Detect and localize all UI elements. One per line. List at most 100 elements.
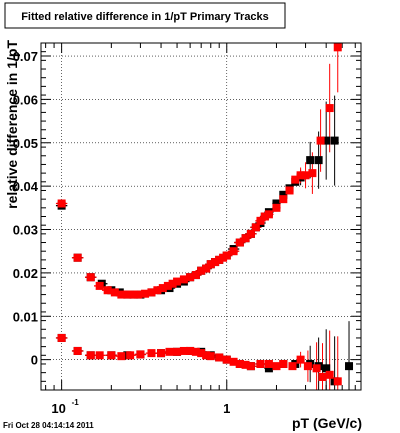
data-point-red: [246, 362, 255, 371]
data-point-black: [306, 156, 315, 165]
data-point-red: [117, 352, 126, 361]
error-bars: [55, 43, 353, 390]
data-point-red: [272, 203, 281, 212]
y-tick-label: 0: [31, 353, 38, 368]
data-point-black: [279, 190, 288, 199]
data-point-black: [272, 199, 281, 208]
data-point-red: [296, 355, 305, 364]
data-point-red: [279, 359, 288, 368]
data-point-red: [256, 216, 265, 225]
data-point-red: [235, 238, 244, 247]
data-point-red: [173, 347, 182, 356]
data-point-red: [325, 104, 334, 113]
data-point-red: [158, 284, 167, 293]
data-point-red: [163, 281, 172, 290]
data-point-red: [325, 370, 334, 379]
data-point-red: [191, 347, 200, 356]
data-point-red: [173, 277, 182, 286]
data-point-red: [241, 360, 250, 369]
data-point-red: [197, 266, 206, 275]
data-point-red: [206, 260, 215, 269]
data-point-black: [330, 136, 339, 145]
data-point-red: [241, 234, 250, 243]
data-point-red: [95, 281, 104, 290]
data-point-red: [136, 350, 145, 359]
data-point-red: [251, 223, 260, 232]
data-point-red: [303, 362, 312, 371]
y-tick-label: 0.04: [13, 179, 39, 194]
data-point-red: [117, 290, 126, 299]
data-point-red: [206, 352, 215, 361]
data-point-red: [86, 351, 95, 360]
data-point-red: [318, 372, 327, 381]
data-point-red: [95, 351, 104, 360]
data-point-red: [103, 286, 112, 295]
plot-frame: [40, 42, 362, 391]
data-point-red: [128, 290, 137, 299]
data-point-red: [229, 247, 238, 256]
y-tick-label: 0.05: [13, 136, 38, 151]
data-point-red: [296, 171, 305, 180]
data-point-red: [256, 359, 265, 368]
data-point-red: [126, 351, 135, 360]
data-point-red: [153, 286, 162, 295]
data-point-red: [264, 359, 273, 368]
x-tick-label: 10: [51, 401, 65, 416]
data-point-red: [222, 355, 231, 364]
data-point-red: [73, 253, 82, 262]
y-tick-label: 0.03: [13, 223, 38, 238]
data-point-black: [322, 136, 331, 145]
data-point-red: [202, 264, 211, 273]
data-point-red: [57, 333, 66, 342]
data-point-red: [123, 290, 132, 299]
data-point-red: [110, 288, 119, 297]
data-point-red: [157, 349, 166, 358]
data-point-red: [222, 251, 231, 260]
y-tick-label: 0.01: [13, 309, 38, 324]
data-point-red: [285, 186, 294, 195]
data-point-red: [301, 171, 310, 180]
data-point-red: [291, 175, 300, 184]
data-point-red: [246, 229, 255, 238]
data-point-black: [345, 362, 354, 371]
y-tick-label: 0.02: [13, 266, 38, 281]
data-point-red: [147, 288, 156, 297]
y-axis-title: relative difference in 1/pT: [4, 40, 20, 209]
data-point-red: [202, 351, 211, 360]
data-point-red: [191, 271, 200, 280]
data-point-red: [264, 210, 273, 219]
data-point-red: [308, 169, 317, 178]
x-tick-label-exponent: -1: [72, 398, 80, 407]
data-point-black: [322, 364, 331, 373]
data-point-red: [73, 346, 82, 355]
data-point-black: [264, 364, 273, 373]
data-point-red: [211, 258, 220, 267]
data-point-red: [186, 346, 195, 355]
data-point-black: [314, 156, 323, 165]
data-point-red: [288, 362, 297, 371]
x-axis-title: pT (GeV/c): [292, 415, 362, 431]
axis-ticks: [41, 43, 361, 390]
data-point-red: [260, 212, 269, 221]
data-point-red: [179, 346, 188, 355]
data-point-red: [272, 362, 281, 371]
chart-title-box: [4, 2, 286, 29]
y-tick-label: 0.07: [13, 49, 38, 64]
data-point-red: [179, 275, 188, 284]
grid-lines: [41, 43, 361, 390]
timestamp: Fri Oct 28 04:14:14 2011: [3, 421, 94, 430]
data-point-red: [147, 349, 156, 358]
data-point-red: [215, 353, 224, 362]
data-point-red: [333, 43, 342, 52]
tick-labels: 0 0.01 0.02 0.03 0.04 0.05 0.06 0.07 10 -1 1: [13, 49, 231, 416]
data-point-red: [235, 359, 244, 368]
data-point-red: [165, 347, 174, 356]
data-point-red: [57, 199, 66, 208]
y-tick-label: 0.06: [13, 92, 38, 107]
data-point-red: [229, 357, 238, 366]
data-point-red: [333, 377, 342, 386]
data-point-red: [279, 195, 288, 204]
data-point-red: [186, 273, 195, 282]
data-point-red: [312, 364, 321, 373]
